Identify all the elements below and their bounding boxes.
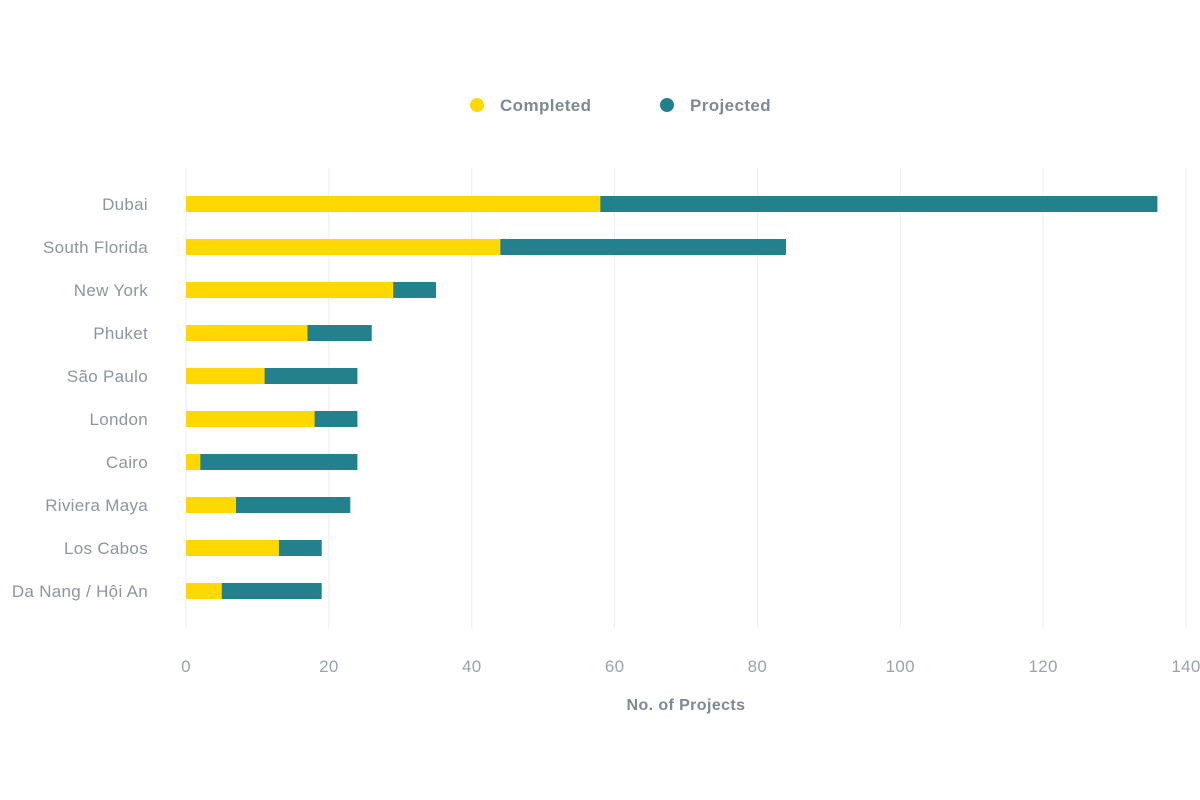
- x-axis-title: No. of Projects: [627, 697, 746, 714]
- bar-projected-cairo: [200, 454, 358, 470]
- bar-completed-new-york: [186, 282, 394, 298]
- category-label-riviera-maya: Riviera Maya: [45, 496, 148, 515]
- x-tick-label: 80: [748, 657, 768, 676]
- bar-projected-phuket: [307, 325, 372, 341]
- bar-projected-dubai: [600, 196, 1158, 212]
- category-labels: Dubai South Florida New York Phuket São Paul…: [12, 195, 148, 601]
- x-tick-label: 120: [1029, 657, 1058, 676]
- x-tick-labels: 0 20 40 60 80 100 120 140: [181, 657, 1200, 676]
- x-tick-label: 40: [462, 657, 482, 676]
- x-tick-label: 60: [605, 657, 625, 676]
- bar-projected-south-florida: [500, 239, 786, 255]
- x-tick-label: 0: [181, 657, 191, 676]
- legend-marker-completed: [470, 98, 484, 112]
- bar-completed-cairo: [186, 454, 201, 470]
- bar-completed-phuket: [186, 325, 308, 341]
- bar-projected-new-york: [393, 282, 436, 298]
- legend-label-projected: Projected: [690, 96, 771, 115]
- bar-completed-sao-paulo: [186, 368, 265, 384]
- gridlines: [185, 168, 1187, 628]
- bar-projected-sao-paulo: [264, 368, 358, 384]
- x-tick-label: 20: [319, 657, 339, 676]
- bar-completed-london: [186, 411, 315, 427]
- category-label-new-york: New York: [74, 281, 148, 300]
- category-label-cairo: Cairo: [106, 453, 148, 472]
- bars: [186, 196, 1158, 599]
- bar-projected-los-cabos: [278, 540, 322, 556]
- bar-completed-da-nang-hoi-an: [186, 583, 222, 599]
- legend: Completed Projected: [470, 96, 771, 115]
- category-label-sao-paulo: São Paulo: [67, 367, 148, 386]
- legend-label-completed: Completed: [500, 96, 591, 115]
- bar-completed-dubai: [186, 196, 601, 212]
- bar-projected-riviera-maya: [236, 497, 351, 513]
- bar-projected-london: [314, 411, 358, 427]
- category-label-london: London: [89, 410, 148, 429]
- category-label-da-nang-hoi-an: Da Nang / Hội An: [12, 582, 148, 601]
- category-label-phuket: Phuket: [93, 324, 148, 343]
- x-tick-label: 100: [886, 657, 915, 676]
- category-label-south-florida: South Florida: [43, 238, 148, 257]
- category-label-dubai: Dubai: [102, 195, 148, 214]
- bar-completed-riviera-maya: [186, 497, 236, 513]
- bar-projected-da-nang-hoi-an: [221, 583, 322, 599]
- bar-completed-south-florida: [186, 239, 501, 255]
- bar-completed-los-cabos: [186, 540, 279, 556]
- category-label-los-cabos: Los Cabos: [64, 539, 148, 558]
- legend-marker-projected: [660, 98, 674, 112]
- x-tick-label: 140: [1171, 657, 1200, 676]
